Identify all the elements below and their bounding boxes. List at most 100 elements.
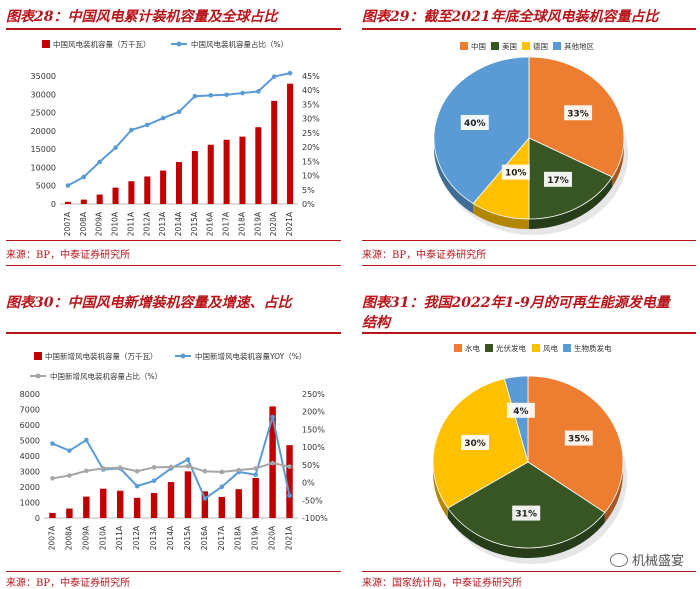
y-right-tick-label: 30% <box>302 115 320 124</box>
series-point <box>253 466 258 471</box>
legend-swatch <box>34 352 42 360</box>
x-tick-label: 2008A <box>64 525 73 550</box>
series-point <box>50 441 55 446</box>
x-tick-label: 2019A <box>251 525 260 550</box>
series-point <box>67 473 72 478</box>
x-tick-label: 2021A <box>285 211 294 236</box>
legend-swatch <box>460 42 468 50</box>
data-label: 10% <box>505 169 527 179</box>
x-tick-label: 2017A <box>222 211 231 236</box>
y-left-tick-label: 30000 <box>31 90 56 99</box>
x-tick-label: 2020A <box>269 211 278 236</box>
legend-swatch <box>522 42 530 50</box>
data-label-box <box>512 505 541 521</box>
series-point <box>253 472 258 478</box>
y-right-tick-label: 35% <box>302 100 320 109</box>
x-tick-label: 2015A <box>183 525 192 550</box>
y-left-tick-label: 8000 <box>20 390 40 399</box>
series-point <box>236 467 242 473</box>
data-label-box <box>564 105 593 121</box>
series-point <box>185 463 191 469</box>
pie-slice-side <box>433 462 448 519</box>
legend-marker <box>180 353 186 359</box>
legend-label: 中国新增风电装机容量（万千瓦） <box>45 351 158 361</box>
bar <box>160 170 167 204</box>
panel-29-top-rule <box>362 28 696 30</box>
series-point <box>256 89 261 94</box>
panel-31-source: 来源：国家统计局，中泰证券研究所 <box>362 578 522 589</box>
chart-c28: 中国风电装机容量（万千瓦） 中国风电装机容量占比（%） 0 5000 10000 1500… <box>31 39 321 236</box>
x-tick-label: 2020A <box>268 525 277 550</box>
legend-label: 中国新增风电装机容量YOY（%） <box>195 351 306 361</box>
legend-marker <box>35 373 41 379</box>
panel-28-title: 图表28：中国风电累计装机容量及全球占比 <box>6 9 278 25</box>
y-left-tick-label: 3000 <box>20 468 40 477</box>
bar <box>64 201 71 204</box>
legend-label: 中国风电装机容量占比（%） <box>191 39 288 49</box>
y-right-tick-label: -100% <box>302 514 328 523</box>
bar <box>184 471 192 518</box>
bar <box>49 512 56 518</box>
series-point <box>168 464 174 470</box>
y-left-tick-label: 5000 <box>36 182 56 191</box>
y-right-tick-label: 0% <box>302 200 315 209</box>
pie-slice-side <box>529 177 613 229</box>
data-label-box <box>564 430 593 446</box>
data-label: 35% <box>568 435 590 445</box>
bar <box>218 496 226 518</box>
data-label: 31% <box>515 510 537 520</box>
series-point <box>240 90 245 96</box>
y-right-tick-label: 25% <box>302 129 320 138</box>
x-tick-label: 2011A <box>126 211 135 236</box>
legend-label: 风电 <box>543 343 558 353</box>
pie-slice-side <box>612 138 624 188</box>
series-point <box>192 93 198 99</box>
y-left-tick-label: 0 <box>51 200 56 209</box>
data-label-box <box>506 402 535 418</box>
x-tick-label: 2007A <box>47 525 56 550</box>
panel-31: 图表31：我国2022年1-9月的可再生能源发电量 结构 水电 光伏发电 风电 生物质… <box>362 290 696 589</box>
panel-31-top-rule <box>362 332 696 334</box>
pie-slice-side <box>447 508 605 558</box>
y-left-tick-label: 7000 <box>20 406 40 415</box>
pie-slice-side <box>473 203 529 229</box>
legend-label: 其他地区 <box>564 41 594 51</box>
panel-28-top-rule <box>6 28 341 30</box>
panel-30-title: 图表30：中国风电新增装机容量及增速、占比 <box>6 295 292 311</box>
panel-28: 图表28：中国风电累计装机容量及全球占比 中国风电装机容量（万千瓦） 中国风电装机… <box>6 0 341 290</box>
chart-c31: 水电 光伏发电 风电 生物质发电 35% 31% 30% 4% <box>432 343 627 564</box>
data-label-box <box>501 164 530 180</box>
bar <box>128 181 135 204</box>
bar <box>100 488 107 518</box>
series-point <box>84 437 89 443</box>
series-point <box>144 122 150 128</box>
panel-31-title-line2: 结构 <box>362 315 390 331</box>
y-right-tick-label: 100% <box>302 443 325 452</box>
series-point <box>97 159 102 165</box>
panel-31-title-line1: 图表31：我国2022年1-9月的可再生能源发电量 <box>362 295 670 311</box>
y-right-tick-label: 250% <box>302 390 325 399</box>
x-tick-label: 2012A <box>142 211 151 236</box>
y-left-tick-label: 1000 <box>20 499 40 508</box>
bar <box>191 151 198 204</box>
x-tick-label: 2010A <box>98 525 107 550</box>
series-point <box>65 183 71 188</box>
y-left-tick-label: 5000 <box>20 437 40 446</box>
watermark: 机械盛宴 <box>609 550 684 569</box>
x-tick-label: 2014A <box>174 211 183 236</box>
series-point <box>202 468 208 474</box>
y-left-tick-label: 25000 <box>31 109 56 118</box>
series-point <box>134 468 140 474</box>
series-point <box>129 127 134 133</box>
x-tick-label: 2016A <box>200 525 209 550</box>
legend-swatch <box>454 344 462 352</box>
series-point <box>219 469 225 475</box>
series-point <box>100 466 106 471</box>
y-left-tick-label: 10000 <box>31 163 56 172</box>
bar <box>286 445 293 518</box>
x-tick-label: 2009A <box>81 525 90 550</box>
y-right-tick-label: 20% <box>302 143 320 152</box>
x-tick-label: 2009A <box>95 211 104 236</box>
series-point <box>287 464 292 469</box>
legend-swatch <box>563 344 571 352</box>
